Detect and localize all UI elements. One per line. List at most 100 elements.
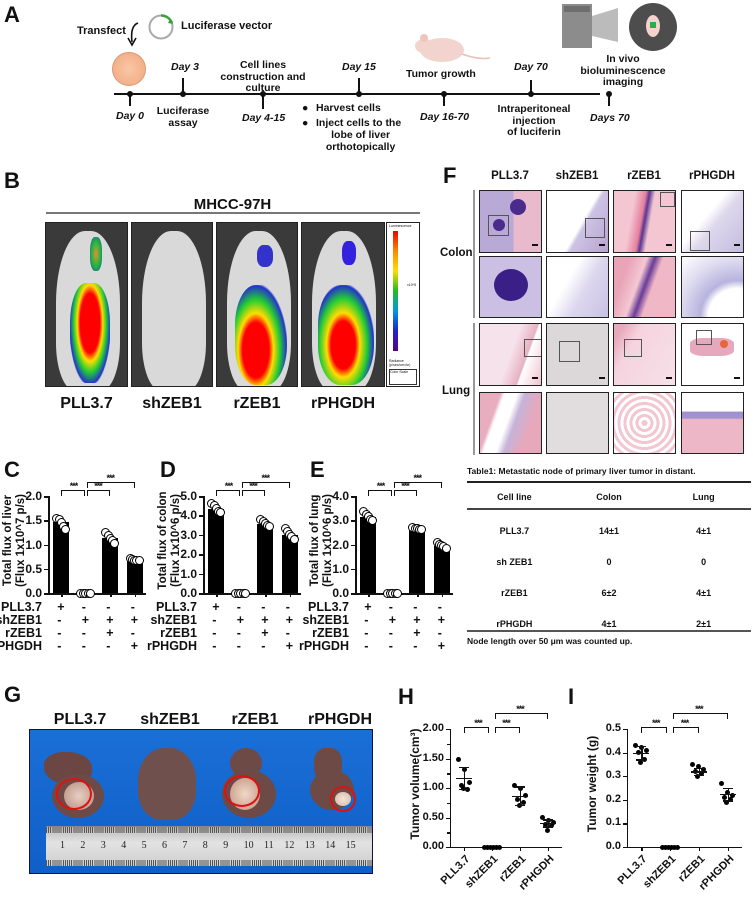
significance-label: ***: [651, 718, 661, 728]
data-point: [548, 823, 554, 829]
error-cap: [722, 800, 733, 802]
ruler-numbers: 1 2 3 4 5 6 7 8 9 10 11 12 13 14 15: [46, 840, 372, 854]
table-row: PLL3.7 14±1 4±1: [499, 525, 712, 536]
error-cap: [543, 819, 553, 821]
group-label-pll37: PLL3.7: [60, 395, 113, 412]
condition-symbol: +: [261, 626, 269, 640]
y-tick-label: 2.00: [422, 722, 444, 734]
condition-symbol: +: [413, 626, 421, 640]
table-header-row: Cell line Colon Lung: [467, 487, 751, 507]
error-cap: [636, 745, 647, 748]
condition-symbol: +: [81, 613, 90, 627]
data-point: [542, 822, 548, 828]
condition-symbol: -: [212, 626, 217, 640]
error-bar: [727, 787, 729, 801]
condition-symbol: -: [388, 639, 393, 653]
ruler-number: 12: [284, 840, 295, 851]
ruler-number: 2: [80, 840, 86, 851]
y-tick: [199, 496, 203, 498]
x-tick: [392, 593, 395, 597]
liver-label-shzeb1: shZEB1: [140, 711, 200, 728]
liver-label-rphgdh: rPHGDH: [307, 711, 372, 728]
histo-colon-rzeb1-high: [613, 256, 676, 318]
y-tick-label: 4.0: [180, 508, 197, 523]
transfect-label: Transfect: [77, 25, 126, 37]
y-tick-label: 5.0: [180, 489, 197, 503]
error-cap: [459, 789, 469, 791]
condition-symbol: +: [106, 613, 114, 627]
significance-label: ***: [695, 704, 704, 714]
x-axis: [203, 593, 301, 595]
data-point: [368, 515, 378, 525]
table-footnote: Node length over 50 μm was counted up.: [467, 636, 633, 646]
header-colon: Colon: [596, 492, 622, 502]
y-minor-tick: [447, 743, 450, 746]
x-axis: [355, 593, 453, 595]
x-tick: [441, 593, 444, 597]
data-point: [643, 747, 649, 753]
histo-colon-rphgdh-high: [681, 256, 744, 318]
condition-symbol: -: [261, 600, 266, 614]
condition-name-pll3.7: PLL3.7: [1, 600, 42, 614]
metastasis-table: Cell line Colon Lung PLL3.7 14±1 4±1 sh …: [467, 487, 751, 639]
y-tick: [44, 593, 48, 595]
panel-letter-g: G: [4, 682, 22, 707]
condition-symbol: -: [212, 613, 217, 627]
bar-pll3.7: [53, 521, 70, 593]
x-axis: [627, 847, 742, 849]
ruler-number: 9: [223, 840, 229, 851]
y-tick-label: 1.5: [25, 513, 42, 528]
condition-symbol: +: [413, 613, 421, 627]
y-tick-label: 1.00: [422, 781, 444, 793]
y-axis-label: Total flux of liver (Flux 1x10^7 p/s): [2, 494, 28, 587]
significance-bracket: [86, 482, 135, 488]
y-tick: [623, 752, 627, 754]
cell-line-title: MHCC-97H: [193, 196, 272, 213]
x-tick: [417, 593, 419, 597]
significance-label: ***: [413, 473, 422, 483]
significance-label: ***: [106, 473, 115, 483]
significance-label: ***: [516, 704, 525, 714]
y-tick: [351, 496, 355, 498]
condition-symbol: +: [388, 613, 397, 627]
condition-symbol: -: [130, 600, 135, 614]
day-70-label: Day 70: [514, 61, 548, 73]
ruler-number: 14: [325, 840, 336, 851]
condition-symbol: +: [57, 600, 65, 614]
condition-symbol: -: [81, 639, 86, 653]
significance-label: ***: [69, 481, 78, 491]
significance-bracket: [86, 490, 111, 496]
histo-row-colon: Colon: [440, 247, 473, 259]
error-cap: [515, 805, 525, 807]
data-point: [632, 743, 638, 749]
significance-bracket: [393, 490, 418, 496]
data-point: [672, 844, 678, 850]
panel-letter-h: H: [398, 684, 414, 709]
data-point: [491, 844, 496, 850]
bar-pll3.7: [360, 516, 377, 593]
data-point: [61, 525, 71, 535]
significance-label: ***: [376, 481, 385, 491]
ruler-number: 15: [345, 840, 356, 851]
histo-colon-rzeb1-low: [613, 190, 676, 253]
error-cap: [722, 787, 733, 789]
y-tick-label: 4.0: [332, 489, 349, 503]
y-tick: [351, 568, 355, 571]
data-point: [719, 780, 725, 786]
condition-symbol: -: [413, 600, 418, 614]
bar-rzeb1: [409, 528, 426, 593]
y-tick: [199, 534, 203, 537]
mean-line: [456, 777, 472, 780]
y-tick-label: 2.0: [332, 537, 349, 552]
condition-symbol: +: [285, 639, 294, 653]
data-point: [722, 794, 728, 800]
data-point: [110, 538, 120, 548]
luminescence-color-scale: Luminescence x10^5 Radiance (p/sec/cm²/s…: [386, 222, 420, 387]
cell-lines-label: Cell lines construction and culture: [220, 59, 306, 95]
data-point: [690, 761, 696, 767]
table-row: sh ZEB1 0 0: [496, 556, 707, 567]
error-cap: [693, 775, 704, 777]
y-tick: [446, 729, 450, 731]
y-tick: [351, 593, 355, 595]
data-point: [441, 543, 451, 553]
